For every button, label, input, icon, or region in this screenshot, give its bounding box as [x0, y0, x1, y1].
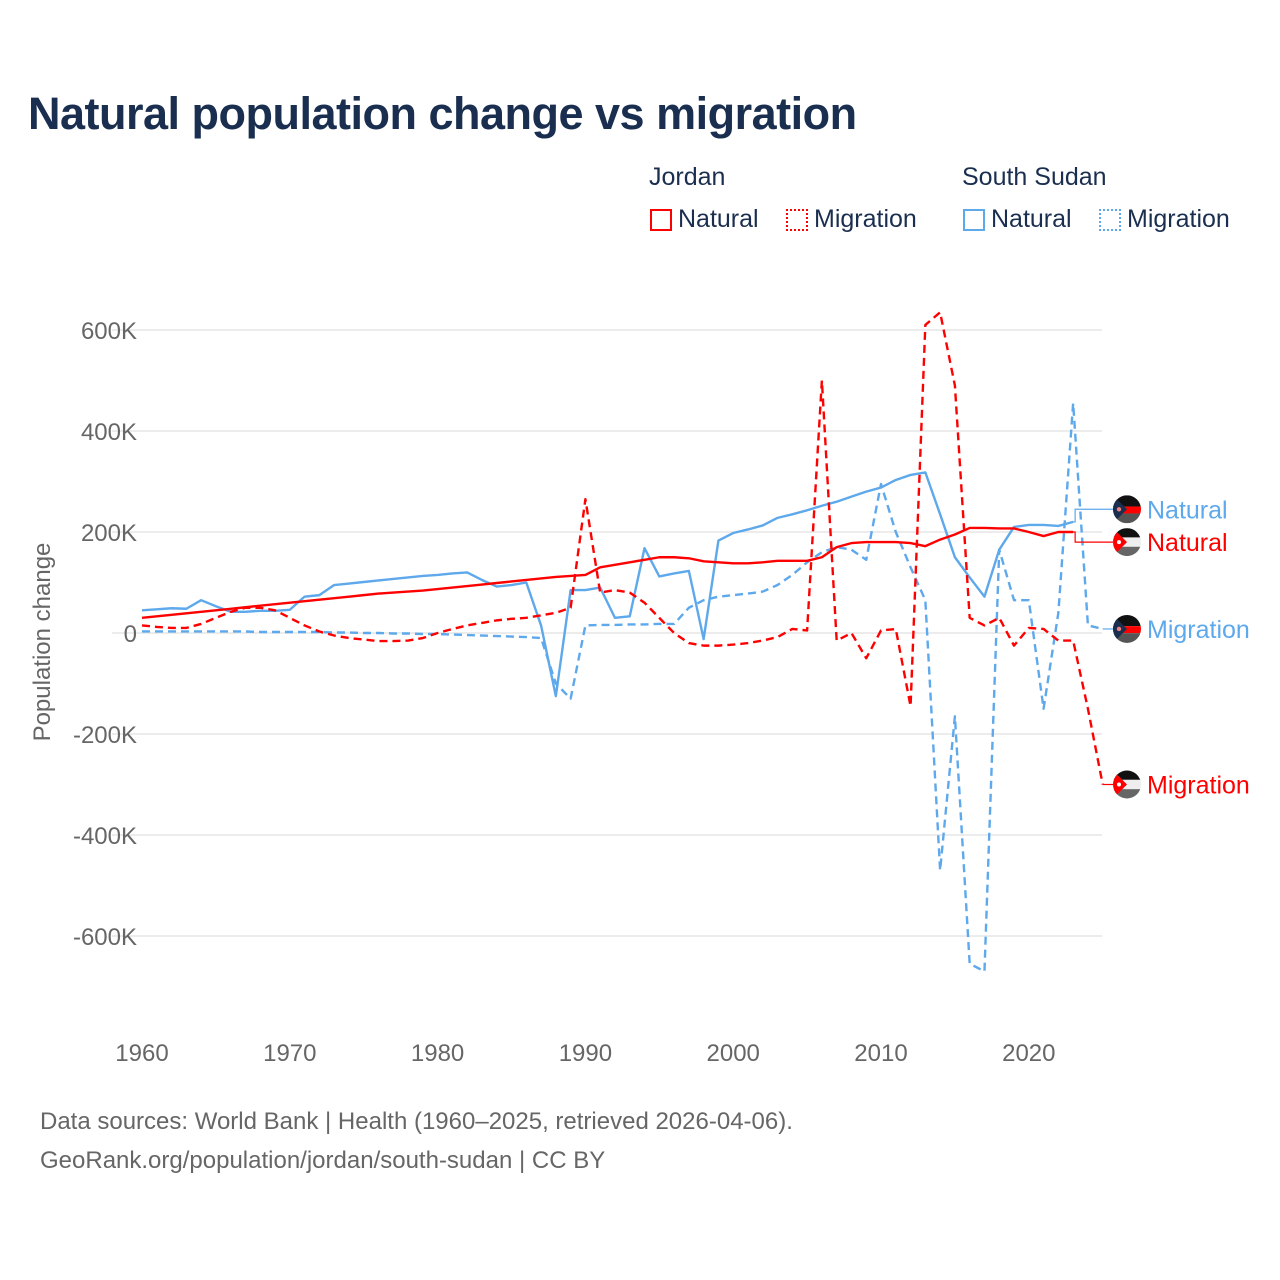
- series-line-jordan-migration[interactable]: [141, 311, 1104, 785]
- x-tick-label: 2010: [854, 1040, 907, 1067]
- solid-swatch-icon: [963, 208, 985, 231]
- legend-jordan-natural[interactable]: Natural: [650, 205, 759, 234]
- legend-label: Natural: [991, 205, 1072, 233]
- legend-jordan-migration[interactable]: Migration: [786, 205, 917, 234]
- y-tick-label: -600K: [73, 924, 137, 951]
- legend-group-jordan: Jordan: [649, 163, 726, 191]
- series-end-label: Migration: [1147, 616, 1250, 644]
- label-connector: [1073, 508, 1113, 523]
- x-tick-label: 1990: [559, 1040, 612, 1067]
- legend-label: Migration: [814, 205, 917, 233]
- y-tick-label: 200K: [81, 520, 137, 547]
- south-sudan-flag-icon: [1113, 495, 1141, 524]
- dotted-swatch-icon: [1099, 208, 1121, 231]
- x-tick-label: 1960: [115, 1040, 168, 1067]
- y-axis-label: Population change: [29, 543, 56, 742]
- x-tick-label: 2020: [1002, 1040, 1055, 1067]
- legend-south-sudan-natural[interactable]: Natural: [963, 205, 1072, 234]
- series-end-label: Natural: [1147, 529, 1228, 557]
- series-line-south-sudan-natural[interactable]: [141, 471, 1074, 698]
- solid-swatch-icon: [650, 208, 672, 231]
- series-end-label: Migration: [1147, 772, 1250, 800]
- legend-label: Migration: [1127, 205, 1230, 233]
- jordan-flag-icon: [1113, 770, 1141, 799]
- source-url[interactable]: GeoRank.org/population/jordan/south-suda…: [40, 1147, 606, 1174]
- y-tick-label: 0: [124, 621, 137, 648]
- label-connector: [1073, 531, 1113, 543]
- jordan-flag-icon: [1113, 528, 1141, 557]
- source-note: Data sources: World Bank | Health (1960–…: [40, 1108, 793, 1135]
- y-tick-label: -200K: [73, 722, 137, 749]
- x-tick-label: 1970: [263, 1040, 316, 1067]
- south-sudan-flag-icon: [1113, 614, 1141, 643]
- series-line-jordan-natural[interactable]: [141, 526, 1074, 620]
- legend-label: Natural: [678, 205, 759, 233]
- x-tick-label: 1980: [411, 1040, 464, 1067]
- x-tick-label: 2000: [707, 1040, 760, 1067]
- series-line-south-sudan-migration[interactable]: [142, 402, 1103, 973]
- series-end-label: Natural: [1147, 496, 1228, 524]
- y-tick-label: 600K: [81, 318, 137, 345]
- legend-south-sudan-migration[interactable]: Migration: [1099, 205, 1230, 234]
- chart-title: Natural population change vs migration: [28, 88, 857, 139]
- dotted-swatch-icon: [786, 208, 808, 231]
- legend-group-south-sudan: South Sudan: [962, 163, 1107, 191]
- y-tick-label: 400K: [81, 419, 137, 446]
- y-tick-label: -400K: [73, 823, 137, 850]
